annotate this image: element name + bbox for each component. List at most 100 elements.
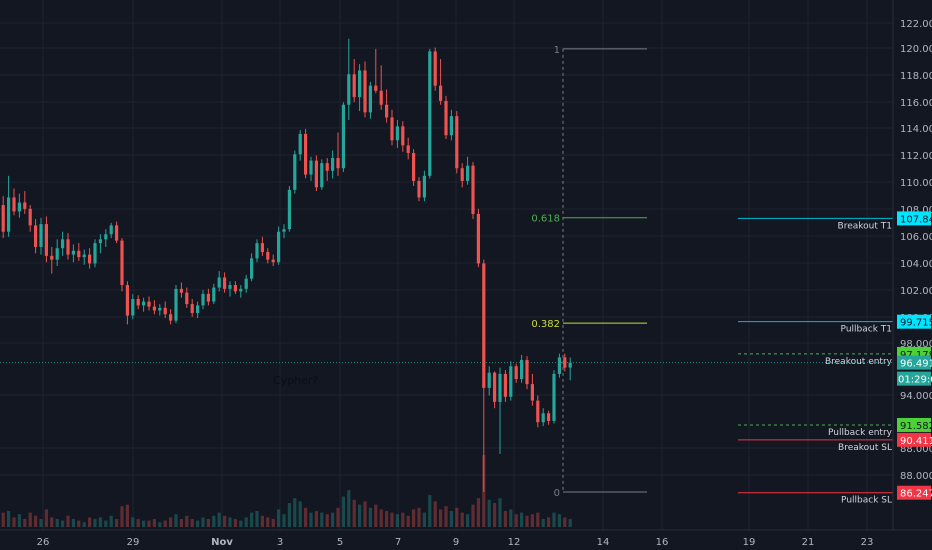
candle-body bbox=[385, 104, 389, 118]
candle-body bbox=[44, 224, 48, 256]
candle-body bbox=[476, 213, 480, 264]
x-tick-label: 26 bbox=[37, 537, 50, 548]
candle bbox=[17, 193, 21, 218]
trade-levels[interactable]: Breakout T1 Pullback T1 Breakout entry Pull… bbox=[0, 217, 893, 506]
candle bbox=[379, 65, 383, 110]
x-tick-label: 21 bbox=[802, 537, 815, 548]
volume-bar bbox=[347, 490, 351, 527]
candle bbox=[163, 301, 167, 319]
candle bbox=[250, 253, 254, 282]
candle bbox=[487, 366, 491, 396]
candle bbox=[422, 170, 426, 202]
candle-body bbox=[309, 160, 313, 175]
candle-body bbox=[487, 372, 491, 388]
candle-body bbox=[115, 225, 119, 241]
candle bbox=[309, 156, 313, 181]
current-price-tag: 96.491 bbox=[897, 355, 932, 370]
candle bbox=[530, 373, 534, 406]
volume-bar bbox=[568, 519, 572, 527]
volume-bar bbox=[385, 511, 389, 527]
candle bbox=[282, 224, 286, 239]
volume-bar bbox=[293, 498, 297, 527]
candle-body bbox=[88, 254, 92, 264]
cypher-annotation[interactable]: Cypher? bbox=[273, 374, 318, 387]
volume-bar bbox=[271, 519, 275, 527]
candle bbox=[34, 219, 38, 254]
time-axis[interactable]: 26 29 Nov 3 5 7 9 12 14 16 19 21 23 bbox=[0, 529, 932, 550]
price-tags: 107.848 99.715 97.178 91.582 90.411 86.247 96.… bbox=[897, 211, 932, 500]
candle-body bbox=[520, 359, 524, 380]
candle bbox=[331, 150, 335, 179]
candle-body bbox=[217, 277, 221, 288]
candle-body bbox=[109, 225, 113, 235]
x-tick-label: 7 bbox=[395, 537, 401, 548]
candle-body bbox=[125, 285, 129, 316]
candle-body bbox=[368, 85, 372, 113]
candle-body bbox=[1, 205, 5, 232]
volume-bar bbox=[547, 517, 551, 527]
candle bbox=[428, 48, 432, 179]
candle bbox=[217, 271, 221, 292]
candle bbox=[536, 395, 540, 428]
fib-level-label: 1 bbox=[554, 45, 560, 56]
volume-bar bbox=[374, 504, 378, 527]
volume-bar bbox=[422, 512, 426, 527]
volume-bar bbox=[509, 509, 513, 527]
volume-bar bbox=[55, 519, 59, 527]
candle bbox=[93, 239, 97, 268]
candle bbox=[260, 236, 264, 256]
volume-bar bbox=[466, 514, 470, 527]
candle-body bbox=[444, 100, 448, 136]
candle bbox=[439, 59, 443, 105]
candle bbox=[82, 249, 86, 265]
candle bbox=[174, 285, 178, 324]
candle-body bbox=[152, 306, 156, 311]
candle bbox=[455, 111, 459, 174]
fib-retracement[interactable]: 1 0.618 0.382 0 bbox=[531, 45, 647, 499]
candle-body bbox=[428, 51, 432, 176]
candle bbox=[201, 290, 205, 310]
x-tick-label: 3 bbox=[277, 537, 283, 548]
candle-body bbox=[439, 85, 443, 101]
x-tick-label: 9 bbox=[453, 537, 459, 548]
volume-bar bbox=[239, 520, 243, 527]
candle bbox=[547, 410, 551, 425]
candle-body bbox=[547, 413, 551, 421]
candle bbox=[23, 191, 27, 214]
volume-bar bbox=[331, 512, 335, 527]
candle bbox=[514, 363, 518, 383]
candle-body bbox=[293, 154, 297, 190]
volume-bar bbox=[44, 509, 48, 527]
candle-body bbox=[233, 285, 237, 292]
x-tick-label: 19 bbox=[743, 537, 756, 548]
volume-bar bbox=[223, 515, 227, 527]
candle-body bbox=[331, 158, 335, 171]
candle-body bbox=[158, 307, 162, 311]
candle bbox=[104, 229, 108, 247]
candle bbox=[552, 370, 556, 424]
candle-body bbox=[136, 299, 140, 306]
volume-bar bbox=[163, 520, 167, 527]
candle-body bbox=[12, 197, 16, 212]
candle-body bbox=[401, 126, 405, 146]
candle-body bbox=[320, 163, 324, 188]
volume-bar bbox=[525, 515, 529, 527]
candle bbox=[444, 95, 448, 140]
candle-body bbox=[390, 117, 394, 141]
candle bbox=[509, 361, 513, 401]
price-tag: 86.247 bbox=[897, 485, 932, 500]
volume-bar bbox=[109, 515, 113, 527]
candle-body bbox=[250, 258, 254, 279]
candle-body bbox=[503, 373, 507, 397]
volume-bar bbox=[536, 512, 540, 527]
volume-bar bbox=[471, 504, 475, 527]
volume-bar bbox=[12, 517, 16, 527]
candle-body bbox=[433, 51, 437, 86]
volume-bar bbox=[277, 509, 281, 527]
volume-bar bbox=[282, 514, 286, 527]
candle bbox=[568, 357, 572, 381]
candle-body bbox=[352, 74, 356, 98]
candle bbox=[466, 156, 470, 185]
candle-body bbox=[509, 366, 513, 397]
